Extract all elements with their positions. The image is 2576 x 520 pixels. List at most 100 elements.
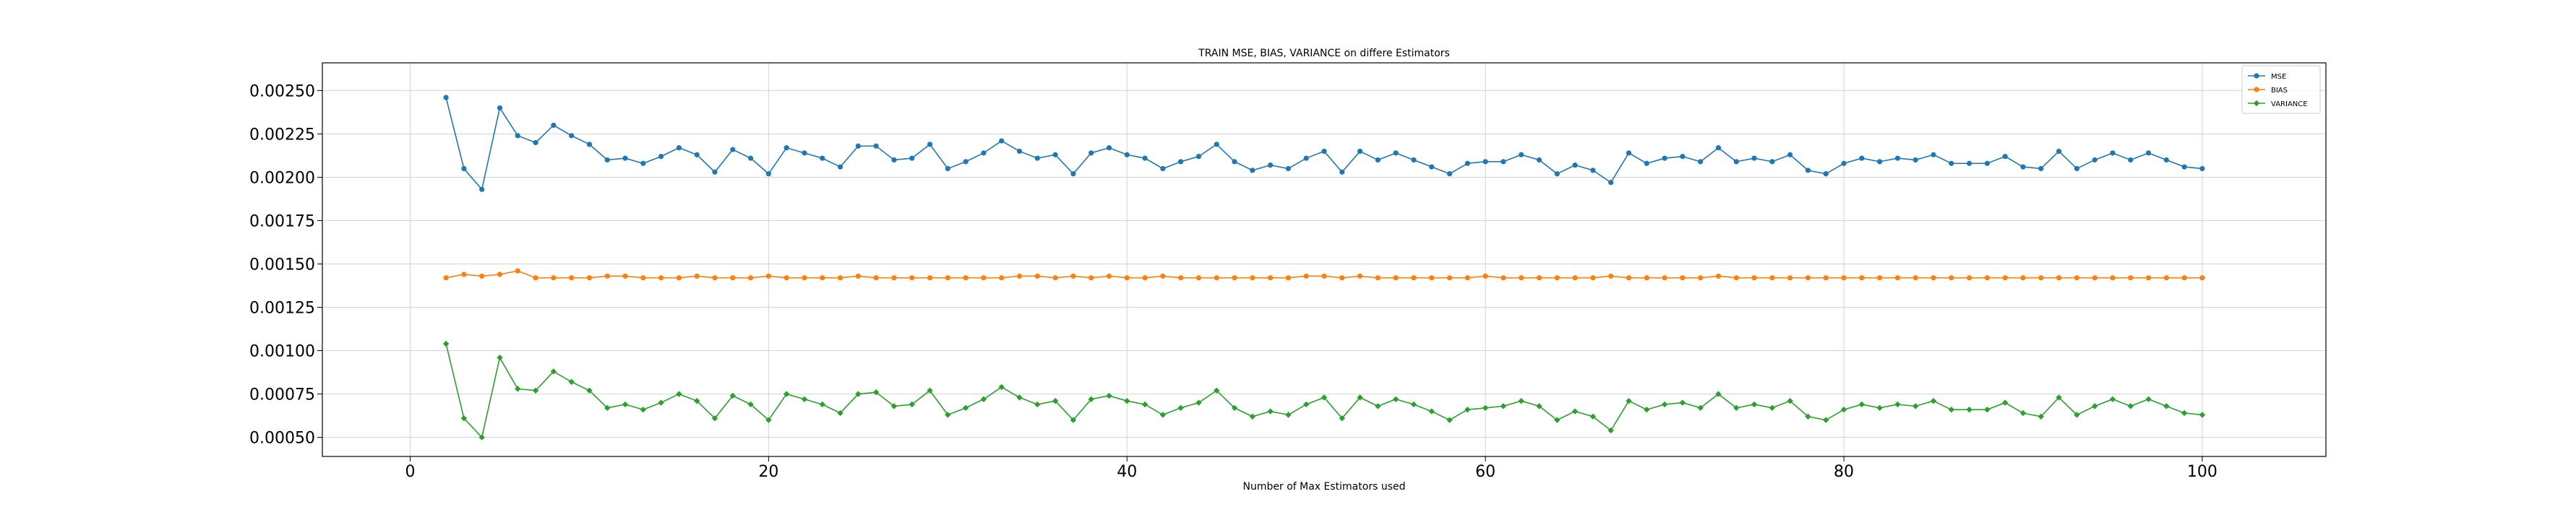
mse-point: [1464, 160, 1470, 166]
mse-point: [1357, 148, 1363, 155]
bias-point: [1250, 275, 1255, 281]
mse-point: [981, 150, 987, 156]
bias-point: [820, 275, 825, 281]
mse-point: [820, 155, 825, 161]
bias-point: [1769, 275, 1775, 281]
variance-point: [855, 391, 862, 397]
mse-point: [2074, 165, 2079, 172]
y-tick-label: 0.00050: [249, 430, 315, 448]
variance-point: [1805, 413, 1811, 420]
variance-point: [783, 391, 790, 397]
mse-point: [1662, 155, 1667, 161]
bias-point: [909, 275, 915, 281]
mse-point: [1124, 152, 1130, 157]
variance-point: [2145, 396, 2152, 402]
y-tick-label: 0.00100: [249, 343, 315, 361]
mse-point: [461, 165, 467, 172]
mse-point: [1894, 155, 1901, 161]
bias-point: [981, 275, 987, 281]
mse-point: [2181, 164, 2187, 170]
bias-point: [712, 275, 718, 281]
variance-point: [1984, 406, 1991, 413]
variance-point: [1751, 401, 1758, 408]
bias-point: [765, 273, 771, 279]
mse-point: [1715, 145, 1722, 151]
variance-point: [729, 392, 736, 399]
bias-point: [640, 275, 646, 281]
bias-point: [443, 275, 449, 281]
bias-point: [1016, 273, 1023, 279]
variance-point: [1679, 399, 1686, 406]
bias-point: [1751, 275, 1757, 281]
variance-point: [532, 387, 539, 394]
bias-point: [1393, 275, 1399, 281]
x-tick-label: 80: [1834, 463, 1854, 481]
mse-point: [2092, 157, 2098, 163]
mse-point: [2110, 150, 2116, 156]
mse-point: [999, 138, 1005, 144]
variance-point: [1823, 417, 1829, 423]
mse-point: [730, 147, 736, 152]
variance-point: [2001, 399, 2009, 406]
mse-point: [891, 157, 897, 163]
bias-point: [1626, 275, 1632, 281]
mse-point: [1446, 171, 1453, 177]
variance-point: [550, 368, 557, 375]
series-bias: [443, 268, 2205, 281]
mse-point: [2128, 157, 2134, 163]
variance-point: [2181, 410, 2188, 417]
mse-point: [1142, 155, 1148, 161]
legend-item-variance: VARIANCE: [2248, 100, 2308, 108]
bias-point: [1841, 275, 1847, 281]
mse-point: [1841, 160, 1847, 166]
variance-point: [1446, 417, 1453, 423]
variance-point: [765, 417, 772, 423]
bias-point: [479, 273, 485, 279]
bias-point: [1214, 275, 1219, 281]
mse-point: [497, 105, 503, 111]
variance-point: [676, 391, 682, 397]
variance-point: [980, 396, 987, 402]
bias-point: [1034, 273, 1040, 279]
mse-point: [676, 145, 682, 151]
mse-point: [1016, 148, 1023, 155]
y-tick-label: 0.00225: [249, 126, 315, 144]
variance-point: [658, 399, 664, 406]
mse-point: [1572, 162, 1578, 168]
bias-point: [963, 275, 969, 281]
bias-point: [1877, 275, 1883, 281]
legend-swatch-marker: [2253, 100, 2260, 107]
mse-point: [837, 164, 843, 170]
variance-point: [1948, 406, 1954, 413]
mse-point: [1195, 154, 1202, 160]
variance-point: [1303, 401, 1310, 408]
variance-point: [1858, 401, 1866, 408]
variance-point: [1697, 404, 1704, 411]
variance-point: [1321, 394, 1328, 401]
mse-point: [1787, 152, 1793, 157]
bias-point: [1984, 275, 1990, 281]
bias-point: [694, 273, 700, 279]
mse-point: [1214, 142, 1219, 147]
bias-point: [1375, 275, 1381, 281]
mse-point: [2199, 165, 2205, 172]
mse-point: [1680, 154, 1686, 160]
mse-point: [1805, 168, 1811, 173]
legend-swatch-marker: [2254, 87, 2259, 92]
mse-point: [1608, 180, 1614, 186]
bias-point: [1823, 275, 1829, 281]
bias-point: [1894, 275, 1901, 281]
variance-point: [1482, 404, 1489, 411]
bias-point: [1680, 275, 1686, 281]
bias-point: [1859, 275, 1865, 281]
mse-point: [443, 95, 449, 100]
mse-point: [1769, 159, 1775, 165]
bias-point: [2056, 275, 2062, 281]
x-tick-label: 60: [1475, 463, 1495, 481]
mse-point: [927, 142, 933, 147]
bias-point: [1787, 275, 1793, 281]
bias-point: [2199, 275, 2205, 281]
mse-point: [533, 139, 538, 146]
variance-point: [2038, 413, 2044, 420]
